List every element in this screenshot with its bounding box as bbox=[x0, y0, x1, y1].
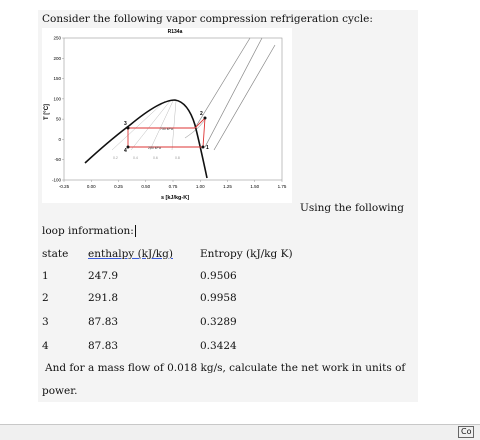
table-cell: 0.3289 bbox=[200, 316, 237, 328]
quality-label: 0.8 bbox=[175, 156, 180, 160]
point-label: 1 bbox=[206, 145, 209, 151]
cycle-path bbox=[127, 116, 206, 148]
table-header: state bbox=[42, 248, 69, 260]
point-label: 4 bbox=[124, 148, 127, 154]
table-cell: 0.3424 bbox=[200, 340, 237, 352]
quality-label: 0.4 bbox=[133, 156, 138, 160]
paragraph-text: loop information: bbox=[42, 225, 134, 237]
question-text: And for a mass flow of 0.018 kg/s, calcu… bbox=[45, 362, 406, 374]
x-tick-label: 0.25 bbox=[114, 184, 123, 189]
table-cell: 1 bbox=[42, 270, 49, 282]
pressure-label: 200 kPa bbox=[148, 146, 161, 150]
quality-label: 0.2 bbox=[113, 156, 118, 160]
quality-line bbox=[111, 100, 177, 151]
table-cell: 87.83 bbox=[88, 340, 119, 352]
x-tick-label: 0.50 bbox=[141, 184, 150, 189]
paragraph-text: loop information: bbox=[42, 225, 136, 237]
y-tick-label: 200 bbox=[53, 56, 61, 61]
table-cell: 87.83 bbox=[88, 316, 119, 328]
quality-label: 0.6 bbox=[153, 156, 158, 160]
status-bar bbox=[0, 424, 480, 440]
y-tick-label: 50 bbox=[56, 117, 62, 122]
table-header: enthalpy (kJ/kg) bbox=[88, 248, 173, 260]
y-tick-label: -100 bbox=[52, 178, 62, 183]
table-cell: 2 bbox=[42, 292, 49, 304]
table-cell: 291.8 bbox=[88, 292, 119, 304]
x-tick-label: 0.00 bbox=[87, 184, 96, 189]
table-cell: 0.9506 bbox=[200, 270, 237, 282]
x-tick-label: 1.75 bbox=[278, 184, 287, 189]
isobar bbox=[204, 37, 263, 148]
x-tick-label: 1.25 bbox=[223, 184, 232, 189]
table-cell: 0.9958 bbox=[200, 292, 237, 304]
figure-background bbox=[42, 28, 292, 203]
question-text: power. bbox=[42, 385, 78, 397]
pressure-label: 750 kPa bbox=[160, 127, 173, 131]
cursor bbox=[134, 225, 136, 237]
x-tick-label: -0.25 bbox=[59, 184, 70, 189]
table-cell: 4 bbox=[42, 340, 49, 352]
ts-diagram: -0.25 0.00 0.25 0.50 0.75 1.00 1.25 1.50 1.75250… bbox=[42, 28, 292, 203]
state-point bbox=[126, 145, 130, 149]
isobar bbox=[194, 37, 251, 129]
y-tick-label: -50 bbox=[54, 157, 61, 162]
saturation-dome bbox=[84, 99, 208, 179]
table-cell: 3 bbox=[42, 316, 49, 328]
intro-text: Consider the following vapor compression… bbox=[42, 13, 373, 25]
figure-title: R134a bbox=[168, 29, 183, 35]
table-header: Entropy (kJ/kg K) bbox=[200, 248, 293, 260]
taskbar-button[interactable]: Co bbox=[458, 426, 475, 438]
y-tick-label: 150 bbox=[53, 76, 61, 81]
y-tick-label: 0 bbox=[58, 137, 61, 142]
y-tick-label: 100 bbox=[53, 96, 61, 101]
y-tick-label: 250 bbox=[53, 36, 61, 41]
x-axis-label: s [kJ/kg-K] bbox=[161, 195, 189, 201]
isobar bbox=[213, 44, 276, 151]
state-point bbox=[203, 116, 207, 120]
state-point bbox=[201, 145, 205, 149]
state-point bbox=[126, 126, 130, 130]
x-tick-label: 1.50 bbox=[250, 184, 259, 189]
point-label: 3 bbox=[124, 121, 127, 127]
x-tick-label: 1.00 bbox=[196, 184, 205, 189]
point-label: 2 bbox=[200, 111, 203, 117]
x-tick-label: 0.75 bbox=[169, 184, 178, 189]
y-axis-label: T [°C] bbox=[44, 104, 50, 120]
paragraph-text: Using the following bbox=[300, 202, 405, 214]
tick-group: -0.25 0.00 0.25 0.50 0.75 1.00 1.25 1.50 1.75250… bbox=[52, 36, 287, 190]
table-cell: 247.9 bbox=[88, 270, 119, 282]
